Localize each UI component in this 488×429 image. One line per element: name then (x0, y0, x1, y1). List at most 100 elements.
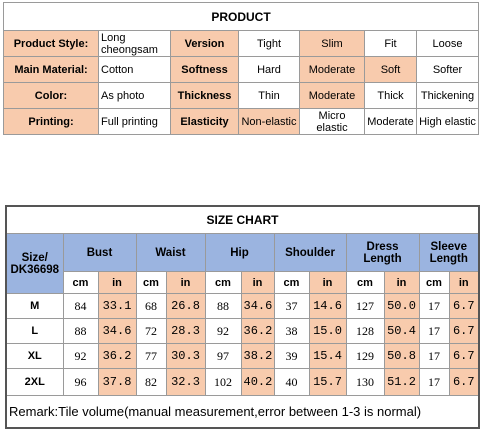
option: Moderate (299, 82, 365, 109)
attribute-label: Softness (170, 56, 239, 83)
measurement: 38.2 (240, 343, 275, 369)
measurement: 6.7 (448, 293, 480, 319)
size-row: XL 92 36.2 77 30.3 97 38.2 39 15.4 129 50.8 17 6.7 (5, 343, 480, 369)
measurement: 17 (418, 293, 450, 319)
measurement: 36.2 (240, 318, 275, 344)
attribute-label: Printing: (3, 108, 99, 135)
unit: cm (135, 271, 167, 294)
measurement: 6.7 (448, 318, 480, 344)
unit: in (240, 271, 275, 294)
measure-header: Hip (204, 233, 275, 272)
product-table: PRODUCT Product Style: Long cheongsam Versi… (2, 2, 480, 135)
attribute-label: Thickness (170, 82, 239, 109)
unit: cm (204, 271, 242, 294)
option: Thick (364, 82, 417, 109)
attribute-label: Elasticity (170, 108, 239, 135)
measurement: 30.3 (165, 343, 206, 369)
measurement: 130 (345, 368, 385, 396)
measurement: 14.6 (308, 293, 347, 319)
measurement: 129 (345, 343, 385, 369)
measure-header: Shoulder (273, 233, 347, 272)
measurement: 96 (62, 368, 99, 396)
option: High elastic (415, 108, 480, 135)
measurement: 77 (135, 343, 167, 369)
size-label: XL (5, 343, 64, 369)
measurement: 50.8 (383, 343, 420, 369)
size-chart-table: SIZE CHART Size/ DK36698 Bust Waist Hip Shoul… (5, 205, 480, 429)
measurement: 102 (204, 368, 242, 396)
measurement: 15.7 (308, 368, 347, 396)
unit: in (448, 271, 480, 294)
unit: in (383, 271, 420, 294)
unit-row: cm in cm in cm in cm in cm in cm in (6, 271, 480, 294)
option: Thin (238, 82, 300, 109)
option: Non-elastic (238, 108, 300, 135)
measurement: 15.0 (308, 318, 347, 344)
measurement: 26.8 (165, 293, 206, 319)
title-row: SIZE CHART (5, 205, 480, 234)
unit: in (308, 271, 347, 294)
unit: cm (418, 271, 450, 294)
product-row: Printing: Full printing Elasticity Non-elas… (3, 108, 480, 135)
option: Moderate (299, 56, 365, 83)
measurement: 28.3 (165, 318, 206, 344)
measurement: 40 (273, 368, 310, 396)
measurement: 72 (135, 318, 167, 344)
attribute-label: Version (170, 30, 239, 57)
measurement: 37 (273, 293, 310, 319)
measurement: 39 (273, 343, 310, 369)
option: Softer (415, 56, 480, 83)
measurement: 38 (273, 318, 310, 344)
size-label: M (5, 293, 64, 319)
unit: cm (345, 271, 385, 294)
measurement: 17 (418, 318, 450, 344)
title-row: PRODUCT (2, 2, 480, 31)
remark: Remark:Tile volume(manual measurement,er… (5, 395, 480, 429)
measurement: 84 (62, 293, 99, 319)
product-row: Main Material: Cotton Softness Hard Moderate… (3, 56, 480, 83)
attribute-label: Main Material: (3, 56, 99, 83)
measurement: 97 (204, 343, 242, 369)
attribute-label: Color: (3, 82, 99, 109)
attribute-value: Long cheongsam (98, 30, 171, 57)
size-label: L (5, 318, 64, 344)
measurement: 127 (345, 293, 385, 319)
measurement: 6.7 (448, 368, 480, 396)
measurement: 68 (135, 293, 167, 319)
size-row: 2XL 96 37.8 82 32.3 102 40.2 40 15.7 130 51.2 17 6.7 (5, 368, 480, 396)
option: Soft (364, 56, 417, 83)
attribute-value: As photo (98, 82, 171, 109)
size-header: Size/ DK36698 (5, 233, 64, 294)
measurement: 17 (418, 343, 450, 369)
measurement: 92 (62, 343, 99, 369)
measurement: 50.0 (383, 293, 420, 319)
option: Slim (299, 30, 365, 57)
option: Hard (238, 56, 300, 83)
measurement: 15.4 (308, 343, 347, 369)
product-row: Color: As photo Thickness Thin Moderate Thick… (3, 82, 480, 109)
header-row: Size/ DK36698 Bust Waist Hip Shoulder Dress L… (5, 233, 480, 294)
measurement: 17 (418, 368, 450, 396)
measurement: 88 (62, 318, 99, 344)
unit: in (165, 271, 206, 294)
attribute-value: Cotton (98, 56, 171, 83)
measurement: 50.4 (383, 318, 420, 344)
option: Moderate (364, 108, 417, 135)
table-title: PRODUCT (2, 2, 480, 31)
measurement: 82 (135, 368, 167, 396)
product-row: Product Style: Long cheongsam Version Tight… (3, 30, 480, 57)
measurement: 88 (204, 293, 242, 319)
measurement: 36.2 (97, 343, 137, 369)
measure-header: Dress Length (345, 233, 420, 272)
option: Loose (415, 30, 480, 57)
option: Fit (364, 30, 417, 57)
measure-header: Bust (62, 233, 137, 272)
measurement: 32.3 (165, 368, 206, 396)
unit: cm (273, 271, 310, 294)
option: Micro elastic (299, 108, 365, 135)
option: Thickening (415, 82, 480, 109)
attribute-label: Product Style: (3, 30, 99, 57)
size-label: 2XL (5, 368, 64, 396)
measurement: 6.7 (448, 343, 480, 369)
